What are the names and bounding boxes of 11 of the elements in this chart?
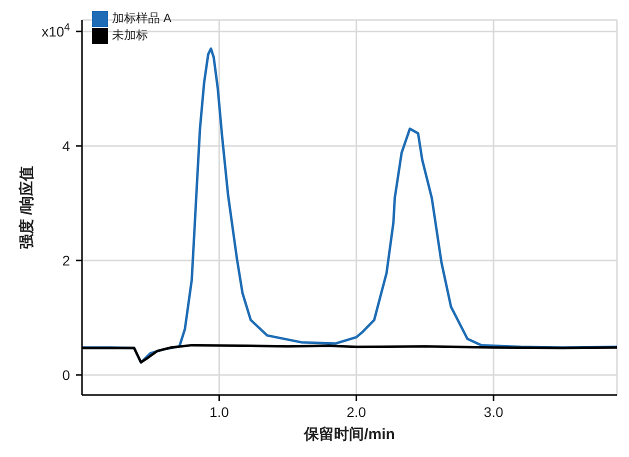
legend-label: 加标样品 A <box>112 10 172 27</box>
y-tick-label: 2 <box>62 252 70 268</box>
y-tick-label: 0 <box>62 366 70 383</box>
y-tick-label: 4 <box>62 138 70 154</box>
x-tick-label: 3.0 <box>484 404 504 420</box>
y-axis-title: 强度 /响应值 <box>17 166 36 250</box>
x-axis-title: 保留时间/min <box>303 426 395 443</box>
legend-label: 未加标 <box>112 27 148 44</box>
y-tick-label: x10$^{4}$ <box>42 21 70 40</box>
x-tick-label: 2.0 <box>346 404 366 420</box>
x-tick-label: 1.0 <box>209 404 230 420</box>
